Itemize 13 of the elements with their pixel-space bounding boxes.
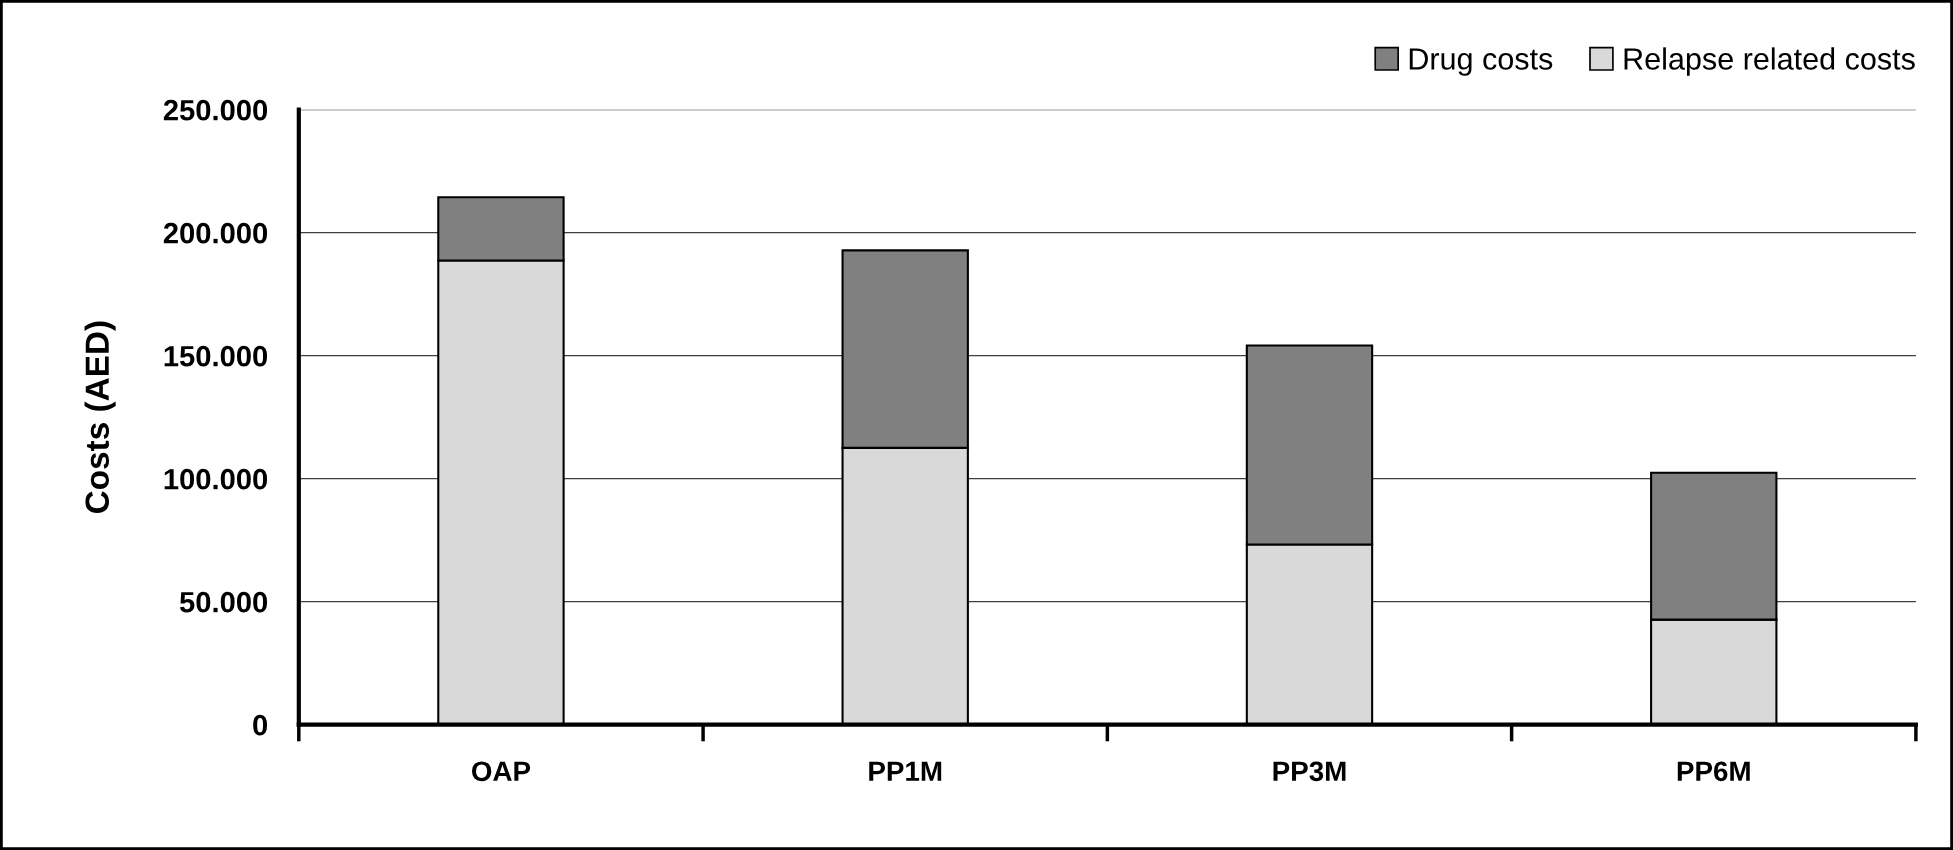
y-tick-label: 0 [253,714,268,736]
legend-label: Relapse related costs [1624,47,1915,76]
y-tick-label: 50.000 [179,591,268,613]
x-tick-label: OAP [471,761,531,782]
y-tick-label: 100.000 [164,468,268,490]
legend-label: Drug costs [1409,48,1553,76]
y-tick-label: 250.000 [163,99,268,121]
x-tick-label: PP3M [1273,761,1346,782]
x-tick-label: PP6M [1677,761,1750,782]
y-tick-label: 200.000 [163,222,268,244]
x-tick-label: PP1M [869,761,942,781]
y-tick-label: 150.000 [164,345,268,367]
y-axis-title: Costs (AED) [84,321,116,513]
